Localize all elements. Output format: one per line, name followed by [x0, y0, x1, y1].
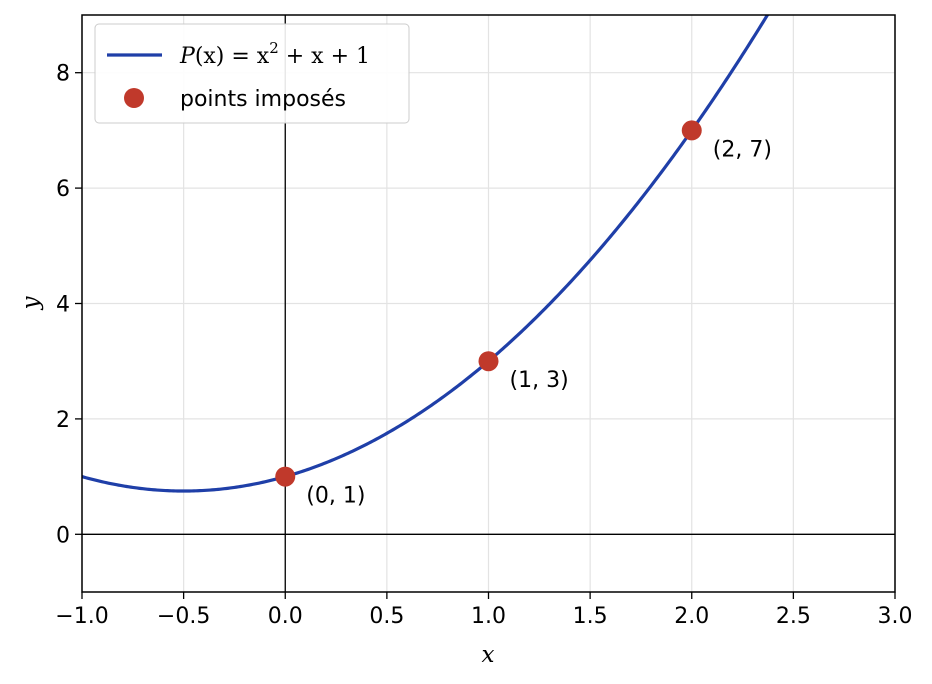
ticks: −1.0 −0.5 0.0 0.5 1.0 1.5 2.0 2.5 3.0 0 2 4 6 8 [55, 62, 912, 629]
imposed-point [681, 120, 702, 141]
y-axis-label: y [18, 296, 44, 311]
x-tick-label: −1.0 [55, 604, 108, 629]
legend-curve-label: P(x) = x2 + x + 1 [179, 39, 370, 69]
imposed-point [478, 351, 499, 372]
point-annotation: (0, 1) [306, 484, 365, 509]
legend-points-label: points imposés [180, 87, 346, 112]
legend-box [94, 23, 410, 124]
x-tick-label: 0.5 [369, 604, 404, 629]
y-tick-label: 0 [56, 523, 70, 548]
x-tick-label: −0.5 [157, 604, 210, 629]
imposed-point [275, 466, 296, 487]
point-annotation: (2, 7) [713, 137, 772, 162]
y-tick-label: 2 [56, 408, 70, 433]
x-tick-label: 1.5 [573, 604, 608, 629]
x-tick-label: 2.5 [776, 604, 811, 629]
x-tick-label: 1.0 [471, 604, 506, 629]
y-tick-label: 6 [56, 177, 70, 202]
point-annotations: (0, 1) (1, 3) (2, 7) [306, 137, 772, 508]
points-layer [275, 120, 702, 487]
y-tick-label: 4 [56, 293, 70, 318]
x-tick-label: 0.0 [268, 604, 303, 629]
legend-points-swatch [124, 88, 144, 108]
y-tick-label: 8 [56, 62, 70, 87]
x-tick-label: 2.0 [674, 604, 709, 629]
point-annotation: (1, 3) [510, 368, 569, 393]
x-axis-label: x [482, 642, 495, 668]
x-tick-label: 3.0 [878, 604, 913, 629]
legend: P(x) = x2 + x + 1 points imposés [94, 23, 410, 124]
